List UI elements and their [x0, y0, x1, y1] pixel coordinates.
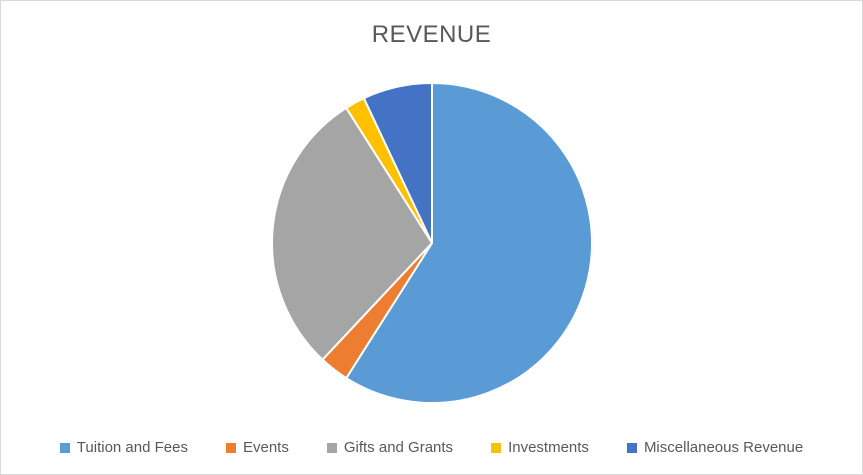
legend-label: Miscellaneous Revenue [643, 439, 804, 456]
legend-item-investments: Investments [491, 439, 589, 456]
pie-slice-tuition-and-fees [345, 82, 593, 404]
legend-item-miscellaneous-revenue: Miscellaneous Revenue [626, 439, 804, 456]
legend-marker [326, 442, 337, 453]
legend-item-gifts-and-grants: Gifts and Grants [326, 439, 454, 456]
legend-marker [59, 442, 70, 453]
legend-marker [491, 442, 502, 453]
chart-title: REVENUE [371, 21, 492, 48]
pie-slice-gifts-and-grants [271, 106, 433, 361]
legend-marker [225, 442, 236, 453]
legend-item-tuition-and-fees: Tuition and Fees [59, 439, 188, 456]
legend-marker [626, 442, 637, 453]
legend-label: Investments [508, 439, 589, 456]
pie-chart [268, 79, 596, 407]
legend: Tuition and Fees Events Gifts and Grants In… [1, 439, 862, 456]
pie-svg [271, 82, 593, 404]
legend-label: Events [242, 439, 289, 456]
legend-label: Gifts and Grants [343, 439, 454, 456]
pie-slice-miscellaneous-revenue [362, 82, 433, 244]
legend-item-events: Events [225, 439, 289, 456]
legend-label: Tuition and Fees [76, 439, 188, 456]
